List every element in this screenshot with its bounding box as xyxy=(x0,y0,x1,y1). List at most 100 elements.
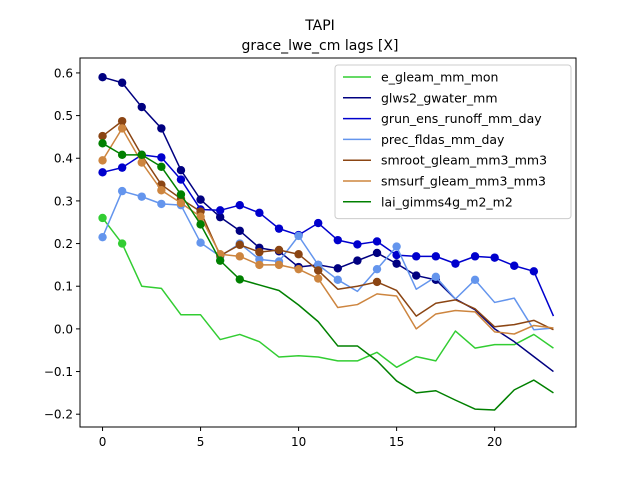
y-tick-label: 0.3 xyxy=(54,194,73,208)
y-tick-label: 0.2 xyxy=(54,237,73,251)
data-point xyxy=(372,264,382,274)
data-point xyxy=(157,186,166,195)
y-tick-label: 0.1 xyxy=(54,280,73,294)
series-line xyxy=(102,142,554,411)
data-point xyxy=(98,156,107,165)
series-line xyxy=(102,76,554,373)
data-point xyxy=(431,272,441,282)
legend-label: prec_fldas_mm_day xyxy=(381,132,505,147)
data-point xyxy=(392,259,401,268)
chart-subtitle: grace_lwe_cm lags [X] xyxy=(242,38,399,54)
axes-frame xyxy=(79,57,577,428)
x-tick-label: 5 xyxy=(197,435,205,449)
data-point xyxy=(294,264,303,274)
x-tick-label: 10 xyxy=(291,435,306,449)
data-point xyxy=(255,260,264,270)
data-point xyxy=(196,212,205,221)
legend-item: smroot_gleam_mm3_mm3 xyxy=(343,153,547,168)
data-point xyxy=(333,264,342,273)
data-point xyxy=(176,165,186,175)
y-tick-label: 0.0 xyxy=(54,322,73,336)
data-point xyxy=(235,226,244,235)
data-point xyxy=(255,247,264,257)
data-point xyxy=(98,168,107,177)
y-tick-label: 0.5 xyxy=(54,109,73,123)
data-point xyxy=(274,224,284,233)
y-tick-label: −0.1 xyxy=(44,365,73,379)
legend-label: glws2_gwater_mm xyxy=(381,90,498,105)
legend-item: e_gleam_mm_mon xyxy=(343,70,498,85)
data-point xyxy=(470,252,480,261)
data-point xyxy=(215,206,225,215)
plot-area: 0 5 10 15 20 −0.2 −0.1 0.0 0.1 0.2 0.3 0.4 0.5 0.6 xyxy=(44,57,577,449)
x-tick-label: 0 xyxy=(99,435,107,449)
data-point xyxy=(157,153,166,162)
data-point xyxy=(333,235,342,245)
data-point xyxy=(176,198,186,208)
y-tick-label: 0.4 xyxy=(54,152,73,166)
data-point xyxy=(372,237,382,246)
data-point xyxy=(117,116,127,126)
data-point xyxy=(117,239,127,248)
legend-label: e_gleam_mm_mon xyxy=(381,70,498,85)
data-point xyxy=(314,266,323,275)
legend-box xyxy=(334,64,572,220)
data-point xyxy=(235,200,244,210)
data-point xyxy=(137,102,146,112)
data-point xyxy=(294,250,303,259)
data-point xyxy=(451,259,460,268)
data-point xyxy=(412,271,421,280)
data-point xyxy=(117,150,127,160)
legend-label: smsurf_gleam_mm3_mm3 xyxy=(381,174,546,189)
legend-item: lai_gimms4g_m2_m2 xyxy=(343,194,513,209)
legend-item: smsurf_gleam_mm3_mm3 xyxy=(343,174,546,189)
data-point xyxy=(157,199,166,209)
data-point xyxy=(98,73,107,82)
legend-item: prec_fldas_mm_day xyxy=(343,132,505,147)
data-point xyxy=(333,275,342,285)
data-point xyxy=(98,139,107,148)
data-point xyxy=(98,131,107,141)
data-point xyxy=(353,256,362,265)
data-point xyxy=(196,220,205,229)
data-point xyxy=(274,245,284,255)
data-point xyxy=(98,213,107,223)
legend-label: smroot_gleam_mm3_mm3 xyxy=(381,153,547,168)
legend-item: glws2_gwater_mm xyxy=(343,90,498,105)
y-tick-label: −0.2 xyxy=(44,408,73,422)
data-point xyxy=(353,240,362,249)
data-point xyxy=(117,124,127,133)
data-point xyxy=(372,248,382,258)
data-point xyxy=(176,190,186,199)
data-point xyxy=(412,252,421,261)
legend-item: grun_ens_runoff_mm_day xyxy=(343,111,542,126)
data-point xyxy=(137,158,146,167)
chart-title: TAPI xyxy=(304,18,335,34)
data-point xyxy=(490,253,499,262)
legend-label: grun_ens_runoff_mm_day xyxy=(381,111,542,126)
data-point xyxy=(314,274,323,283)
series-line xyxy=(101,217,554,369)
data-point xyxy=(392,250,401,260)
data-point xyxy=(372,277,382,287)
data-point xyxy=(196,195,205,204)
data-point xyxy=(392,242,401,251)
data-point xyxy=(157,162,166,171)
data-point xyxy=(431,252,441,261)
data-point xyxy=(235,275,244,284)
data-point xyxy=(529,267,539,276)
data-point xyxy=(510,261,519,270)
data-point xyxy=(137,150,146,160)
data-point xyxy=(235,240,244,250)
legend: e_gleam_mm_mon glws2_gwater_mm grun_ens_ru… xyxy=(334,64,572,220)
data-point xyxy=(98,232,107,242)
data-point xyxy=(196,238,205,247)
series-e_gleam_mm_mon xyxy=(98,213,554,369)
data-point xyxy=(274,260,284,270)
legend-label: lai_gimms4g_m2_m2 xyxy=(381,194,513,209)
data-point xyxy=(117,186,127,196)
series-lai_gimms4g_m2_m2 xyxy=(98,139,554,411)
data-point xyxy=(294,231,303,241)
data-point xyxy=(117,163,127,172)
